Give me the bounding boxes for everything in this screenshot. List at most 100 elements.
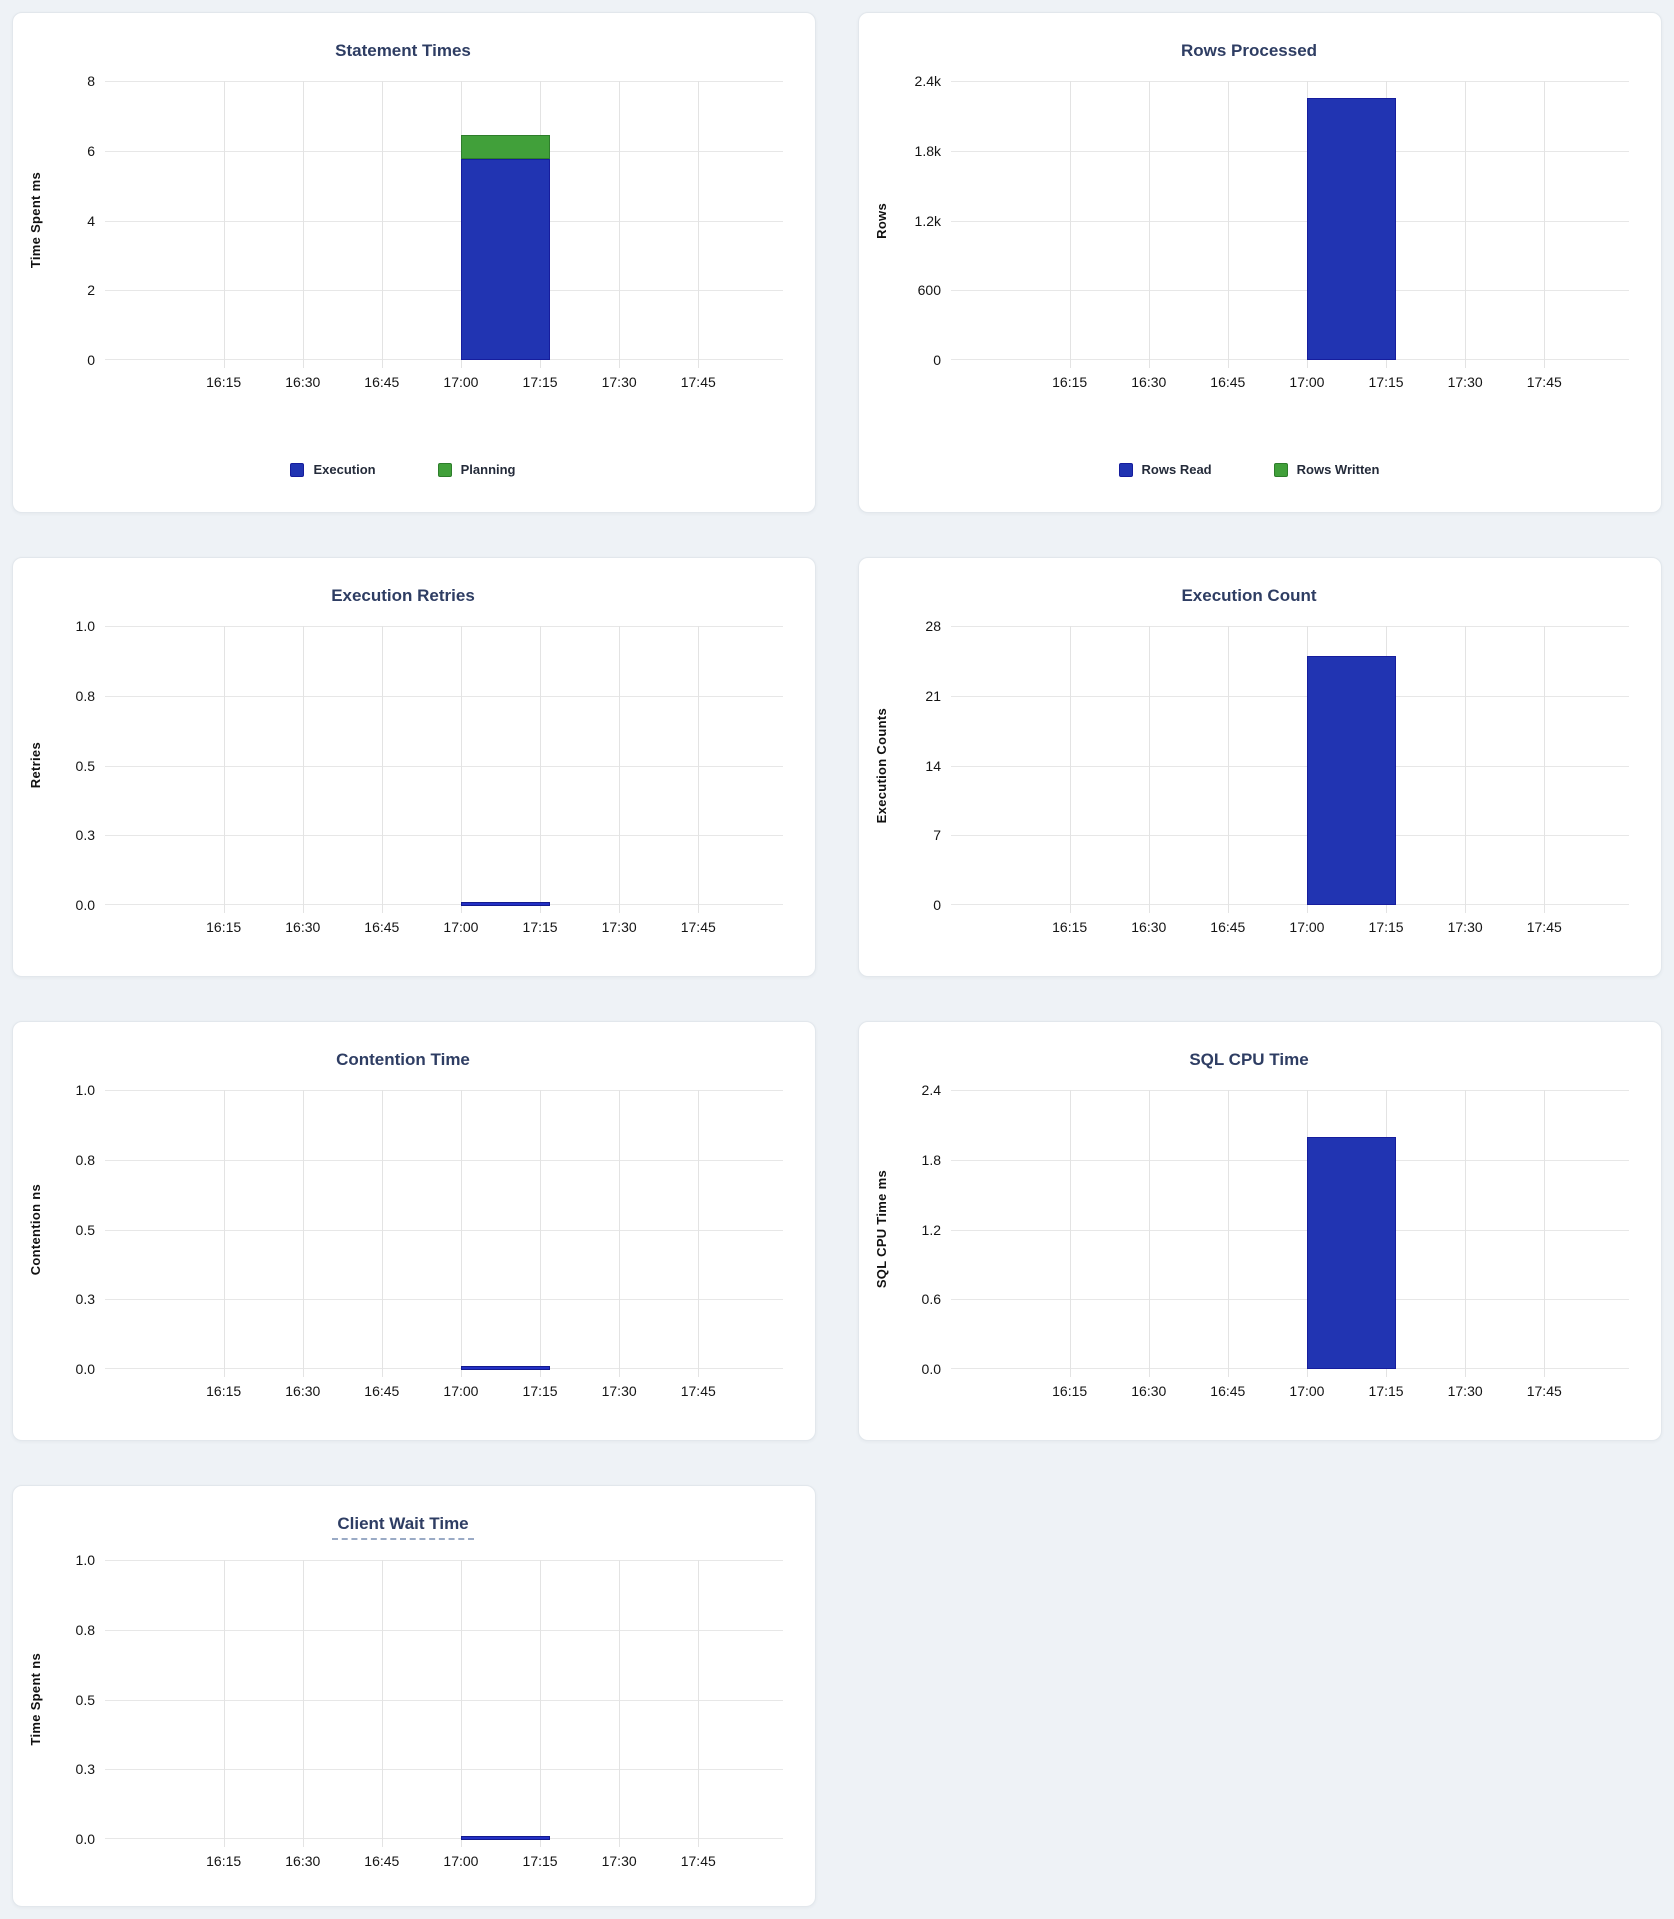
plot-area-rows-processed[interactable] bbox=[951, 81, 1629, 368]
plot-column: 16:15 16:30 16:45 17:00 17:15 17:30 17:45 bbox=[951, 626, 1629, 945]
plot-area-client-wait-time[interactable] bbox=[105, 1560, 783, 1847]
v-gridline bbox=[1465, 626, 1467, 913]
chart-title[interactable]: Client Wait Time bbox=[332, 1514, 474, 1540]
legend-label: Planning bbox=[460, 462, 516, 477]
h-gridline bbox=[105, 1838, 783, 1839]
chart-body: Retries 0.0 0.3 0.5 0.8 1.0 16:15 16:30 16:45 1… bbox=[23, 618, 783, 945]
v-gridline bbox=[619, 1090, 621, 1377]
chart-body: Execution Counts 0 7 14 21 28 16:15 16:30 16:4… bbox=[869, 618, 1629, 945]
y-tick-label: 28 bbox=[925, 618, 941, 634]
legend-label: Rows Read bbox=[1141, 462, 1212, 477]
v-gridline bbox=[381, 626, 383, 913]
x-tick-label: 17:45 bbox=[680, 1383, 716, 1399]
y-tick-label: 1.2 bbox=[921, 1221, 941, 1238]
x-tick-label: 17:30 bbox=[1447, 919, 1483, 935]
v-gridline bbox=[381, 1090, 383, 1377]
h-gridline bbox=[105, 1229, 783, 1231]
y-tick-label: 1.0 bbox=[75, 1552, 95, 1568]
y-tick-label: 2 bbox=[87, 282, 95, 299]
y-tick-label: 8 bbox=[87, 73, 95, 89]
h-gridline bbox=[105, 695, 783, 697]
plot-area-sql-cpu-time[interactable] bbox=[951, 1090, 1629, 1377]
x-tick-label: 17:45 bbox=[1526, 1383, 1562, 1399]
bar-execution bbox=[460, 159, 550, 360]
x-tick-label: 17:30 bbox=[601, 374, 637, 390]
h-gridline bbox=[105, 290, 783, 292]
y-axis-ticks: 0.0 0.6 1.2 1.8 2.4 bbox=[893, 1082, 951, 1377]
x-tick-label: 16:45 bbox=[1210, 374, 1246, 390]
y-axis-label: Time Spent ms bbox=[27, 172, 43, 269]
y-tick-label: 6 bbox=[87, 142, 95, 159]
legend-swatch-blue bbox=[1118, 462, 1133, 477]
v-gridline bbox=[540, 1090, 542, 1377]
v-gridline bbox=[223, 1560, 225, 1847]
y-tick-label: 0 bbox=[933, 897, 941, 913]
y-tick-label: 1.8k bbox=[914, 142, 941, 159]
plot-area-contention-time[interactable] bbox=[105, 1090, 783, 1377]
bar-rows-read bbox=[1306, 98, 1396, 360]
legend-item-execution[interactable]: Execution bbox=[290, 462, 376, 477]
h-gridline bbox=[105, 1159, 783, 1161]
x-tick-label: 17:00 bbox=[443, 374, 479, 390]
x-tick-label: 16:15 bbox=[1052, 919, 1088, 935]
chart-title: Statement Times bbox=[335, 41, 471, 60]
v-gridline bbox=[1148, 81, 1150, 368]
plot-area-execution-count[interactable] bbox=[951, 626, 1629, 913]
y-tick-label: 2.4 bbox=[921, 1082, 941, 1098]
x-tick-label: 17:00 bbox=[1289, 919, 1325, 935]
y-axis-label: Time Spent ns bbox=[27, 1653, 43, 1746]
h-gridline bbox=[105, 626, 783, 627]
plot-area-statement-times[interactable] bbox=[105, 81, 783, 368]
x-tick-label: 16:45 bbox=[1210, 1383, 1246, 1399]
y-tick-label: 14 bbox=[925, 757, 941, 774]
x-tick-label: 16:30 bbox=[1131, 1383, 1167, 1399]
v-gridline bbox=[698, 1560, 700, 1847]
x-tick-label: 16:15 bbox=[206, 919, 242, 935]
y-axis-label: Retries bbox=[27, 742, 43, 789]
h-gridline bbox=[105, 765, 783, 767]
x-tick-label: 17:00 bbox=[443, 919, 479, 935]
zero-value-line bbox=[460, 902, 550, 906]
chart-title-row: Contention Time bbox=[23, 1050, 783, 1070]
y-tick-label: 7 bbox=[933, 827, 941, 844]
h-gridline bbox=[951, 626, 1629, 627]
legend-swatch-blue bbox=[290, 462, 305, 477]
legend: Execution Planning bbox=[23, 462, 783, 477]
v-gridline bbox=[540, 1560, 542, 1847]
legend-item-rows-read[interactable]: Rows Read bbox=[1118, 462, 1212, 477]
x-tick-label: 17:15 bbox=[1368, 1383, 1404, 1399]
h-gridline bbox=[105, 220, 783, 222]
x-tick-label: 17:15 bbox=[522, 1853, 558, 1869]
chart-body: SQL CPU Time ms 0.0 0.6 1.2 1.8 2.4 16:15 16:… bbox=[869, 1082, 1629, 1409]
chart-title-row: SQL CPU Time bbox=[869, 1050, 1629, 1070]
plot-area-execution-retries[interactable] bbox=[105, 626, 783, 913]
v-gridline bbox=[460, 626, 462, 913]
v-gridline bbox=[1069, 626, 1071, 913]
y-axis-label-col: Execution Counts bbox=[869, 626, 893, 905]
legend-label: Rows Written bbox=[1296, 462, 1380, 477]
plot-column: 16:15 16:30 16:45 17:00 17:15 17:30 17:45 bbox=[951, 1090, 1629, 1409]
y-tick-label: 0.5 bbox=[75, 1221, 95, 1238]
v-gridline bbox=[1544, 1090, 1546, 1377]
h-gridline bbox=[951, 1368, 1629, 1369]
legend-item-rows-written[interactable]: Rows Written bbox=[1273, 462, 1380, 477]
y-tick-label: 0.8 bbox=[75, 687, 95, 704]
h-gridline bbox=[951, 290, 1629, 292]
h-gridline bbox=[951, 1090, 1629, 1091]
x-tick-label: 17:15 bbox=[1368, 919, 1404, 935]
legend-item-planning[interactable]: Planning bbox=[437, 462, 516, 477]
v-gridline bbox=[619, 626, 621, 913]
y-tick-label: 0.0 bbox=[921, 1361, 941, 1377]
chart-title: Execution Retries bbox=[331, 586, 475, 605]
y-axis-label-col: Contention ns bbox=[23, 1090, 47, 1369]
x-tick-label: 16:45 bbox=[1210, 919, 1246, 935]
x-tick-label: 16:30 bbox=[285, 374, 321, 390]
chart-title-row: Rows Processed bbox=[869, 41, 1629, 61]
chart-title-row: Execution Count bbox=[869, 586, 1629, 606]
y-axis-ticks: 0.0 0.3 0.5 0.8 1.0 bbox=[47, 618, 105, 913]
plot-column: 16:15 16:30 16:45 17:00 17:15 17:30 17:45 bbox=[105, 1090, 783, 1409]
legend-swatch-green bbox=[1273, 462, 1288, 477]
h-gridline bbox=[951, 765, 1629, 767]
x-tick-label: 17:15 bbox=[522, 1383, 558, 1399]
legend: Rows Read Rows Written bbox=[869, 462, 1629, 477]
